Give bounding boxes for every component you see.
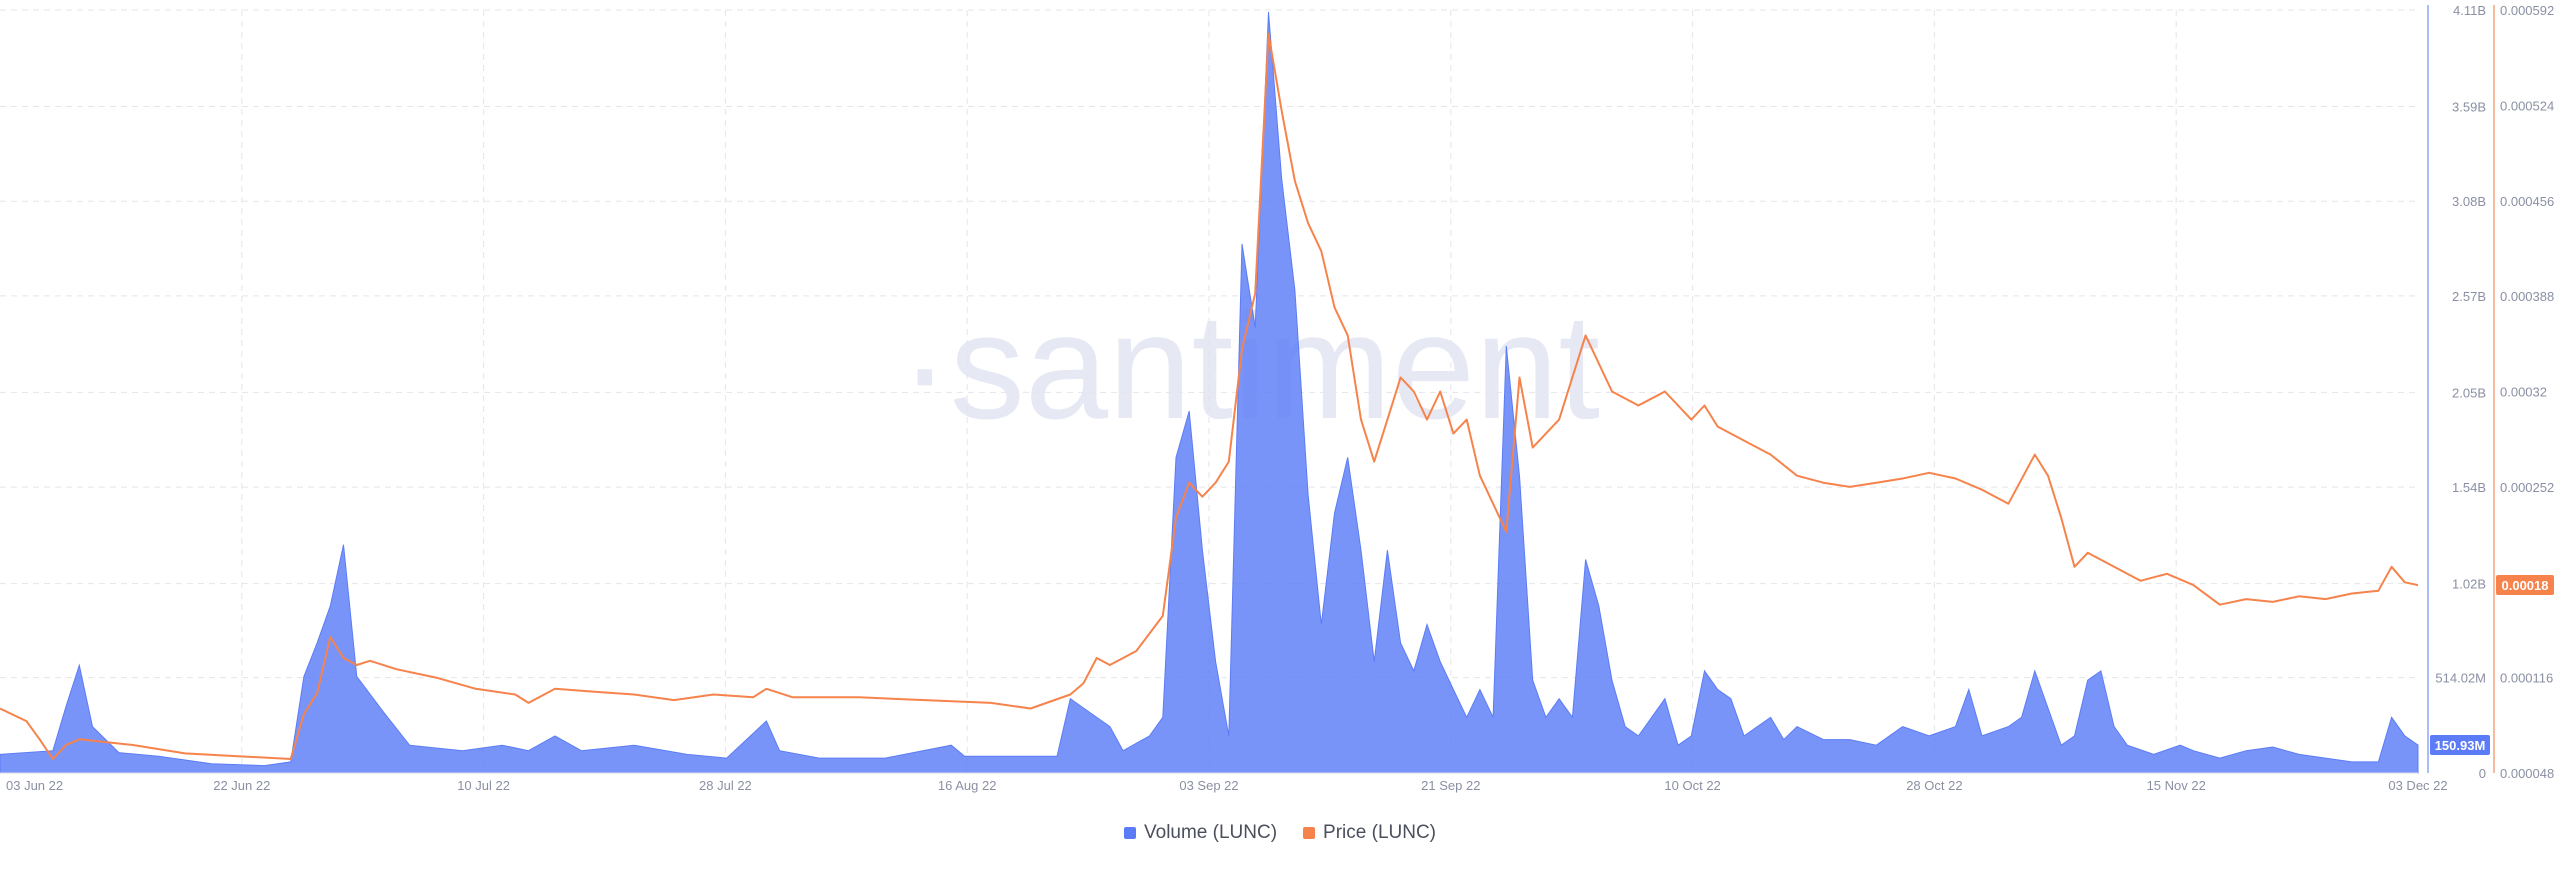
volume-current-value: 150.93M [2435,738,2486,753]
legend-item-price[interactable]: Price (LUNC) [1303,822,1436,844]
price-tick-label: 0.000524 [2500,98,2554,113]
x-tick-label: 16 Aug 22 [938,778,997,793]
x-tick-label: 03 Jun 22 [6,778,63,793]
price-tick-label: 0.000116 [2500,671,2553,686]
price-tick-label: 0.00032 [2500,385,2547,400]
legend-swatch-volume [1124,827,1136,839]
volume-tick-label: 3.08B [2452,194,2486,209]
legend: Volume (LUNC) Price (LUNC) [0,818,2560,848]
volume-current-badge [2430,734,2490,755]
volume-tick-label: 514.02M [2435,671,2486,686]
x-tick-label: 21 Sep 22 [1421,778,1480,793]
x-tick-label: 28 Oct 22 [1906,778,1962,793]
volume-tick-label: 3.59B [2452,100,2486,115]
volume-tick-label: 2.57B [2452,289,2486,304]
x-tick-label: 22 Jun 22 [213,778,270,793]
legend-label-price: Price (LUNC) [1323,822,1436,843]
volume-tick-label: 1.54B [2452,480,2486,495]
x-tick-label: 10 Jul 22 [457,778,510,793]
x-tick-label: 10 Oct 22 [1664,778,1720,793]
price-current-badge [2496,575,2554,596]
price-tick-label: 0.000048 [2500,766,2554,781]
price-tick-label: 0.000388 [2500,289,2554,304]
x-tick-label: 28 Jul 22 [699,778,752,793]
price-tick-label: 0.000592 [2500,3,2554,18]
legend-label-volume: Volume (LUNC) [1144,822,1278,843]
volume-tick-label: 0 [2479,766,2486,781]
volume-tick-label: 1.02B [2452,577,2486,592]
x-tick-label: 03 Sep 22 [1179,778,1238,793]
volume-tick-label: 4.11B [2453,3,2486,18]
price-tick-label: 0.000252 [2500,480,2554,495]
volume-area [0,11,2419,774]
volume-tick-label: 2.05B [2452,385,2486,400]
x-tick-label: 03 Dec 22 [2388,778,2447,793]
price-line [0,32,2419,760]
x-tick-label: 15 Nov 22 [2147,778,2206,793]
legend-swatch-price [1303,827,1316,839]
price-current-value: 0.00018 [2502,578,2549,593]
price-tick-label: 0.000456 [2500,194,2554,209]
legend-item-volume[interactable]: Volume (LUNC) [1124,822,1277,844]
